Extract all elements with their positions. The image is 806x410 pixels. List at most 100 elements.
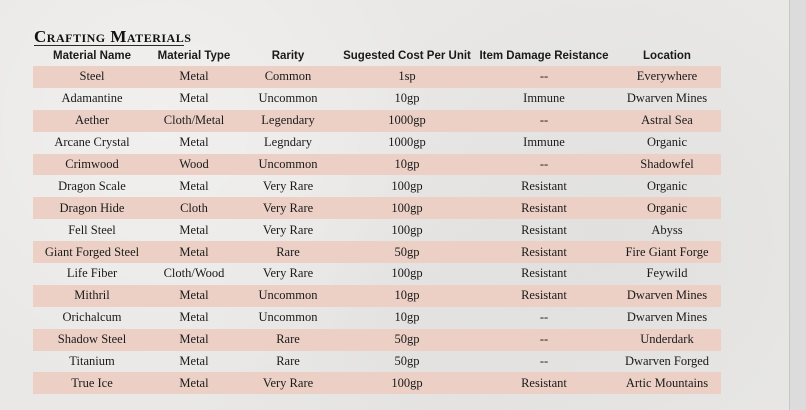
cell-location: Dwarven Mines bbox=[626, 310, 708, 325]
cell-rarity: Uncommon bbox=[258, 91, 318, 106]
cell-material-type: Metal bbox=[151, 372, 237, 395]
cell-material-type: Cloth bbox=[151, 197, 237, 220]
table-row: Arcane Crystal Metal Legndary 1000gp Immune O… bbox=[33, 132, 721, 154]
cell-material-type: Metal bbox=[179, 222, 209, 237]
cell-material-name: Fell Steel bbox=[68, 222, 116, 237]
cell-damage-resistance: Resistant bbox=[475, 197, 613, 220]
cell-damage-resistance: -- bbox=[475, 109, 613, 132]
table-row: Fell Steel Metal Very Rare 100gp Resistant Ab… bbox=[33, 219, 721, 241]
cell-damage-resistance: Resistant bbox=[475, 241, 613, 264]
table-row: Crimwood Wood Uncommon 10gp -- Shadowfel bbox=[33, 153, 721, 176]
table-row: Life Fiber Cloth/Wood Very Rare 100gp Resist… bbox=[33, 263, 721, 285]
table-row: Dragon Hide Cloth Very Rare 100gp Resistant O… bbox=[33, 197, 721, 220]
cell-location: Dwarven Forged bbox=[624, 354, 710, 369]
cell-rarity: Uncommon bbox=[258, 310, 318, 325]
table-row: Aether Cloth/Metal Legendary 1000gp -- Astral… bbox=[33, 109, 721, 132]
cell-damage-resistance: Resistant bbox=[521, 222, 567, 237]
column-header-material-name: Material Name bbox=[53, 49, 131, 62]
cell-material-type: Metal bbox=[151, 328, 237, 351]
cell-material-name: Shadow Steel bbox=[33, 328, 151, 351]
cell-cost: 10gp bbox=[339, 284, 475, 307]
cell-cost: 50gp bbox=[339, 328, 475, 351]
cell-rarity: Very Rare bbox=[262, 266, 314, 281]
cell-material-type: Metal bbox=[179, 354, 209, 369]
cell-rarity: Legndary bbox=[264, 135, 312, 150]
column-header-damage-resistance: Item Damage Reistance bbox=[479, 49, 609, 62]
cell-location: Dwarven Mines bbox=[626, 91, 708, 106]
cell-damage-resistance: -- bbox=[475, 153, 613, 176]
cell-rarity: Common bbox=[237, 66, 339, 88]
section-title: Crafting Materials bbox=[34, 27, 192, 46]
table-row: Shadow Steel Metal Rare 50gp -- Underdark bbox=[33, 328, 721, 351]
table-row: Titanium Metal Rare 50gp -- Dwarven Forged bbox=[33, 351, 721, 373]
column-header-rarity: Rarity bbox=[271, 49, 305, 62]
cell-rarity: Rare bbox=[276, 354, 300, 369]
cell-damage-resistance: Immune bbox=[523, 91, 565, 106]
cell-material-name: Adamantine bbox=[61, 91, 123, 106]
cell-damage-resistance: Resistant bbox=[475, 284, 613, 307]
cell-cost: 1sp bbox=[339, 66, 475, 88]
cell-rarity: Rare bbox=[237, 328, 339, 351]
table-row: Mithril Metal Uncommon 10gp Resistant Dwarven… bbox=[33, 284, 721, 307]
cell-damage-resistance: Resistant bbox=[521, 266, 567, 281]
cell-material-name: Steel bbox=[33, 66, 151, 88]
cell-cost: 1000gp bbox=[339, 109, 475, 132]
cell-cost: 100gp bbox=[339, 372, 475, 395]
cell-cost: 10gp bbox=[394, 310, 420, 325]
page-edge bbox=[789, 0, 806, 410]
cell-cost: 100gp bbox=[391, 178, 423, 193]
cell-location: Everywhere bbox=[613, 66, 721, 88]
cell-material-type: Cloth/Wood bbox=[163, 266, 225, 281]
cell-material-name: Crimwood bbox=[33, 153, 151, 176]
cell-material-name: Dragon Hide bbox=[33, 197, 151, 220]
cell-cost: 50gp bbox=[394, 354, 420, 369]
cell-damage-resistance: -- bbox=[475, 66, 613, 88]
cell-damage-resistance: -- bbox=[539, 310, 549, 325]
column-header-cost: Sugested Cost Per Unit bbox=[343, 49, 471, 62]
cell-cost: 1000gp bbox=[388, 135, 426, 150]
cell-rarity: Very Rare bbox=[237, 372, 339, 395]
table-row: Giant Forged Steel Metal Rare 50gp Resistant… bbox=[33, 241, 721, 264]
cell-location: Organic bbox=[646, 178, 688, 193]
cell-location: Artic Mountains bbox=[613, 372, 721, 395]
cell-material-name: Orichalcum bbox=[62, 310, 122, 325]
cell-material-name: Mithril bbox=[33, 284, 151, 307]
cell-cost: 10gp bbox=[339, 153, 475, 176]
cell-location: Feywild bbox=[646, 266, 688, 281]
cell-cost: 100gp bbox=[339, 197, 475, 220]
cell-material-name: Life Fiber bbox=[66, 266, 118, 281]
crafting-materials-table: Material Name Material Type Rarity Suges… bbox=[33, 45, 721, 395]
cell-location: Dwarven Mines bbox=[613, 284, 721, 307]
cell-material-type: Metal bbox=[151, 284, 237, 307]
cell-cost: 100gp bbox=[391, 266, 423, 281]
cell-location: Organic bbox=[646, 135, 688, 150]
cell-damage-resistance: -- bbox=[475, 328, 613, 351]
cell-location: Underdark bbox=[613, 328, 721, 351]
cell-cost: 50gp bbox=[339, 241, 475, 264]
cell-material-name: Arcane Crystal bbox=[54, 135, 130, 150]
cell-location: Astral Sea bbox=[613, 109, 721, 132]
cell-rarity: Very Rare bbox=[237, 197, 339, 220]
cell-location: Abyss bbox=[651, 222, 683, 237]
cell-damage-resistance: Resistant bbox=[521, 178, 567, 193]
cell-location: Organic bbox=[613, 197, 721, 220]
cell-material-type: Metal bbox=[179, 91, 209, 106]
cell-cost: 100gp bbox=[391, 222, 423, 237]
cell-rarity: Very Rare bbox=[262, 178, 314, 193]
cell-material-type: Metal bbox=[151, 241, 237, 264]
cell-material-type: Metal bbox=[179, 178, 209, 193]
cell-rarity: Uncommon bbox=[237, 153, 339, 176]
cell-material-name: Aether bbox=[33, 109, 151, 132]
column-header-material-type: Material Type bbox=[157, 49, 231, 62]
cell-location: Fire Giant Forge bbox=[613, 241, 721, 264]
cell-material-type: Metal bbox=[179, 135, 209, 150]
cell-material-type: Metal bbox=[151, 66, 237, 88]
cell-material-name: Dragon Scale bbox=[58, 178, 126, 193]
cell-location: Shadowfel bbox=[613, 153, 721, 176]
cell-damage-resistance: Resistant bbox=[475, 372, 613, 395]
cell-rarity: Legendary bbox=[237, 109, 339, 132]
cell-cost: 10gp bbox=[394, 91, 420, 106]
table-header-row: Material Name Material Type Rarity Suges… bbox=[33, 45, 721, 66]
cell-damage-resistance: Immune bbox=[523, 135, 565, 150]
cell-rarity: Uncommon bbox=[237, 284, 339, 307]
